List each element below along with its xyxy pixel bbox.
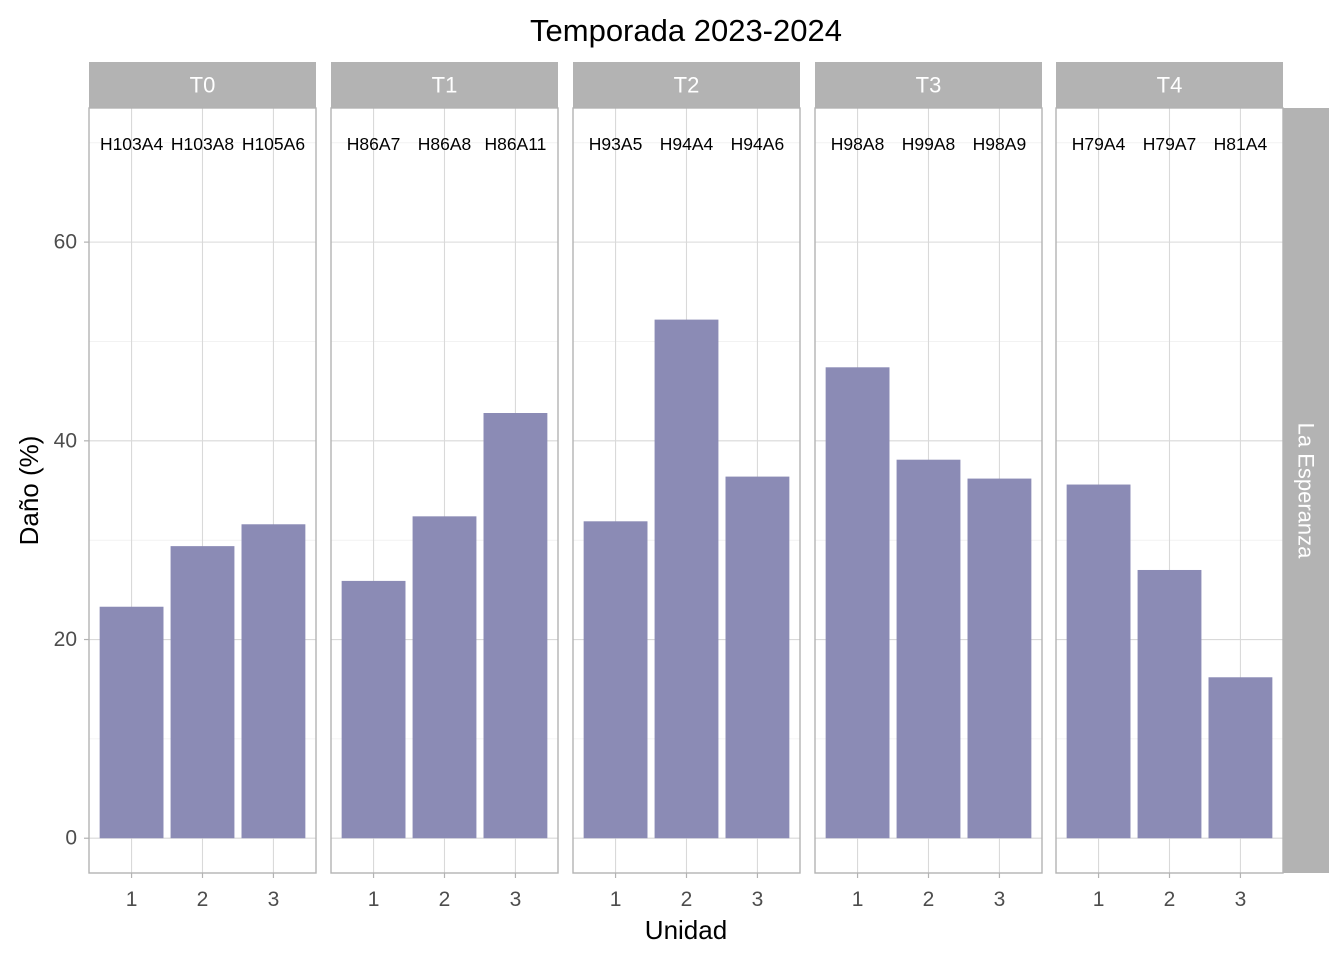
facet-strip-label: T0 (190, 73, 216, 98)
x-tick-label: 2 (1164, 888, 1176, 911)
facet-strip-label: T3 (916, 73, 942, 98)
facet-strip-background (815, 62, 1042, 108)
bar-annotation-label: H79A7 (1143, 134, 1197, 154)
y-tick-label: 0 (65, 827, 77, 850)
bar-annotation-label: H105A6 (242, 134, 305, 154)
x-tick-label: 3 (510, 888, 522, 911)
facet-panel-t0: T0 H103A4 H103A8 H105A6 1 2 3 (88, 62, 317, 911)
bar-t3-3 (967, 478, 1032, 839)
row-facet-strip: La Esperanza (1283, 108, 1329, 873)
x-tick-label: 1 (852, 888, 864, 911)
bar-annotation-label: H86A11 (484, 134, 546, 154)
facet-strip-background (1056, 62, 1283, 108)
bar-annotation-label: H79A4 (1072, 134, 1126, 154)
y-tick-label: 60 (54, 231, 77, 254)
bar-annotation-label: H98A8 (831, 134, 885, 154)
bar-t4-2 (1137, 569, 1202, 839)
bar-annotation-label: H86A7 (347, 134, 401, 154)
bar-annotation-label: H103A4 (100, 134, 164, 154)
bar-t2-3 (725, 476, 790, 839)
bar-annotation-label: H93A5 (589, 134, 643, 154)
x-tick-label: 3 (994, 888, 1006, 911)
facet-panel-t1: T1 H86A7 H86A8 H86A11 1 2 3 (330, 62, 559, 911)
x-tick-label: 1 (610, 888, 622, 911)
y-axis: 0 20 40 60 (54, 231, 89, 850)
bar-t2-1 (583, 521, 648, 839)
facet-panels: T0 H103A4 H103A8 H105A6 1 2 3 T1 H86A7 H86A8 H86A1… (88, 62, 1284, 911)
x-tick-label: 2 (923, 888, 935, 911)
bar-t3-1 (825, 367, 890, 839)
x-tick-label: 3 (268, 888, 280, 911)
bar-annotation-label: H94A6 (731, 134, 785, 154)
facet-panel-t2: T2 H93A5 H94A4 H94A6 1 2 3 (572, 62, 801, 911)
facet-strip-background (89, 62, 316, 108)
row-strip-label: La Esperanza (1294, 423, 1319, 560)
bar-annotation-label: H86A8 (418, 134, 472, 154)
x-tick-label: 2 (439, 888, 451, 911)
x-tick-label: 3 (1235, 888, 1247, 911)
facet-strip-label: T4 (1157, 73, 1183, 98)
facet-strip-label: T1 (432, 73, 458, 98)
bar-annotation-label: H94A4 (660, 134, 714, 154)
y-tick-label: 20 (54, 628, 77, 651)
y-axis-title: Daño (%) (14, 436, 44, 546)
bar-annotation-label: H98A9 (973, 134, 1027, 154)
chart-title: Temporada 2023-2024 (530, 13, 842, 48)
facet-strip-background (573, 62, 800, 108)
facet-panel-t3: T3 H98A8 H99A8 H98A9 1 2 3 (814, 62, 1043, 911)
bar-t3-2 (896, 459, 961, 839)
bar-t1-2 (412, 516, 477, 839)
bar-t4-1 (1066, 484, 1131, 839)
bar-t2-2 (654, 319, 719, 839)
x-axis-title: Unidad (645, 915, 727, 945)
x-tick-label: 1 (126, 888, 138, 911)
bar-t0-3 (241, 524, 306, 839)
facet-strip-background (331, 62, 558, 108)
bar-annotation-label: H81A4 (1214, 134, 1268, 154)
x-tick-label: 2 (681, 888, 693, 911)
x-tick-label: 3 (752, 888, 764, 911)
bar-t4-3 (1208, 677, 1273, 839)
bar-t0-1 (99, 606, 164, 839)
x-tick-label: 1 (368, 888, 380, 911)
bar-t0-2 (170, 546, 235, 839)
bar-t1-1 (341, 580, 406, 839)
bar-t1-3 (483, 413, 548, 839)
y-tick-label: 40 (54, 429, 77, 452)
row-strip-background (1283, 108, 1329, 873)
facet-strip-label: T2 (674, 73, 700, 98)
bar-annotation-label: H103A8 (171, 134, 234, 154)
x-tick-label: 2 (197, 888, 209, 911)
x-tick-label: 1 (1093, 888, 1105, 911)
facet-panel-t4: T4 H79A4 H79A7 H81A4 1 2 3 (1055, 62, 1284, 911)
bar-annotation-label: H99A8 (902, 134, 956, 154)
